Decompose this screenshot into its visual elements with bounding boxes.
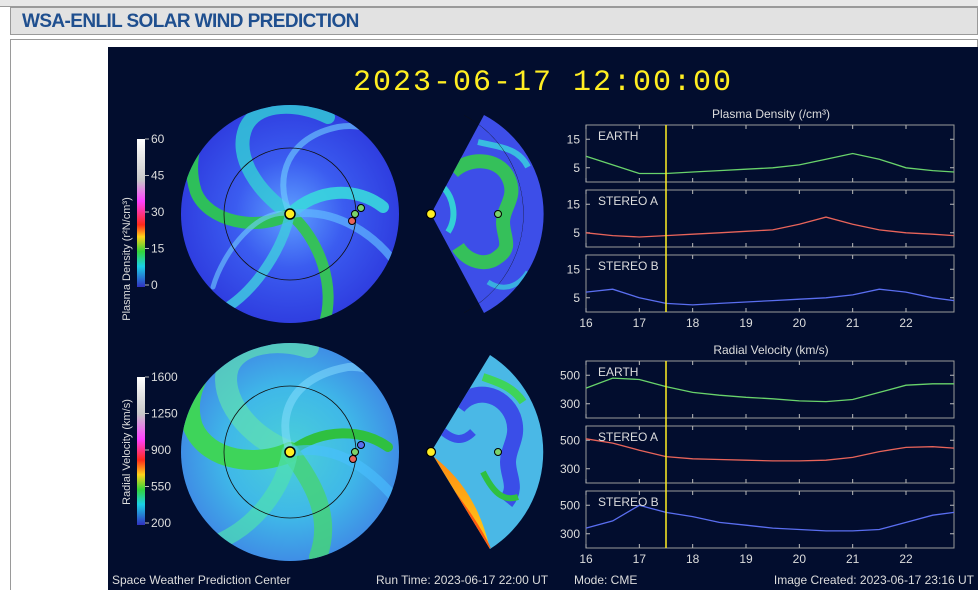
- colorbar-tick-label: 1250: [151, 407, 178, 421]
- plot-frame: [585, 425, 955, 484]
- density-meridional-wedge: [425, 115, 544, 313]
- x-tick-label: 21: [846, 316, 860, 330]
- series-line-stereo-a: [585, 216, 955, 238]
- series-label: EARTH: [598, 365, 638, 379]
- y-tick-label: 500: [560, 368, 580, 382]
- top-border: [0, 0, 978, 7]
- colorbar-tick-label: 550: [151, 480, 171, 494]
- x-tick-label: 22: [899, 552, 913, 566]
- series-label: STEREO A: [598, 430, 658, 444]
- velocity-colorbar-label: Radial Velocity (km/s): [121, 399, 133, 505]
- x-tick-label: 18: [686, 316, 700, 330]
- footer-run-time: Run Time: 2023-06-17 22:00 UT: [376, 573, 549, 587]
- plot-frame: [585, 124, 955, 183]
- colorbar-tick-label: 0: [151, 278, 158, 292]
- x-tick-label: 22: [899, 316, 913, 330]
- prediction-image: 2023-06-17 12:00:00 Plasma Density (r²N/…: [108, 47, 978, 590]
- x-tick-label: 20: [793, 316, 807, 330]
- velocity-colorbar: [137, 377, 145, 525]
- series-label: STEREO B: [598, 259, 659, 273]
- velocity-meridional-wedge: [425, 355, 544, 549]
- series-line-stereo-b: [585, 504, 955, 532]
- x-tick-label: 19: [739, 552, 753, 566]
- x-tick-label: 17: [633, 552, 647, 566]
- y-tick-label: 15: [567, 132, 581, 146]
- density-colorbar: [137, 139, 145, 287]
- y-tick-label: 15: [567, 262, 581, 276]
- colorbar-tick-label: 900: [151, 443, 171, 457]
- colorbar-tick-label: 200: [151, 516, 171, 530]
- velocity-polar-disk: [181, 343, 399, 561]
- colorbar-tick-label: 30: [151, 205, 165, 219]
- footer-center-name: Space Weather Prediction Center: [112, 573, 291, 587]
- x-tick-label: 16: [579, 552, 593, 566]
- series-line-earth: [585, 152, 955, 175]
- colorbar-tick-label: 60: [151, 132, 165, 146]
- x-tick-label: 16: [579, 316, 593, 330]
- x-tick-label: 20: [793, 552, 807, 566]
- footer-image-created: Image Created: 2023-06-17 23:16 UT: [774, 573, 975, 587]
- y-tick-label: 300: [560, 527, 580, 541]
- plot-frame: [585, 360, 955, 419]
- page-title: WSA-ENLIL SOLAR WIND PREDICTION: [22, 11, 359, 32]
- series-line-stereo-a: [585, 438, 955, 462]
- density-polar-disk: [181, 105, 399, 323]
- colorbar-tick-label: 45: [151, 169, 165, 183]
- x-tick-label: 19: [739, 316, 753, 330]
- velocity-colorbar-ticks: 1600 1250 900 550 200: [145, 370, 178, 530]
- section-header: WSA-ENLIL SOLAR WIND PREDICTION: [10, 7, 978, 35]
- y-tick-label: 300: [560, 462, 580, 476]
- density-chart-title: Plasma Density (/cm³): [712, 107, 830, 121]
- plot-frame: [585, 254, 955, 313]
- timestamp: 2023-06-17 12:00:00: [353, 66, 733, 100]
- series-line-stereo-b: [585, 288, 955, 306]
- density-colorbar-label: Plasma Density (r²N/cm³): [121, 197, 133, 320]
- y-tick-label: 500: [560, 498, 580, 512]
- series-label: STEREO B: [598, 495, 659, 509]
- plot-frame: [585, 490, 955, 549]
- density-colorbar-ticks: 60 45 30 15 0: [145, 132, 165, 292]
- colorbar-tick-label: 15: [151, 242, 165, 256]
- x-tick-label: 18: [686, 552, 700, 566]
- y-tick-label: 300: [560, 397, 580, 411]
- time-series-plots: 15 5 EARTH 15 5 STEREO A 15 5 STEREO B 16 17 18 19 20…: [560, 124, 955, 566]
- y-tick-label: 5: [573, 161, 580, 175]
- plot-frame: [585, 189, 955, 248]
- y-tick-label: 15: [567, 197, 581, 211]
- y-tick-label: 500: [560, 433, 580, 447]
- y-tick-label: 5: [573, 291, 580, 305]
- series-label: STEREO A: [598, 194, 658, 208]
- y-tick-label: 5: [573, 226, 580, 240]
- x-tick-label: 21: [846, 552, 860, 566]
- series-line-earth: [585, 377, 954, 403]
- series-label: EARTH: [598, 129, 638, 143]
- footer-mode: Mode: CME: [574, 573, 637, 587]
- colorbar-tick-label: 1600: [151, 370, 178, 384]
- x-tick-label: 17: [633, 316, 647, 330]
- velocity-chart-title: Radial Velocity (km/s): [713, 343, 828, 357]
